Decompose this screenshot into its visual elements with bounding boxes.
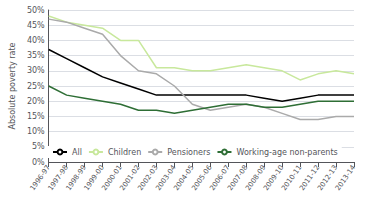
svg-text:2009-10: 2009-10 bbox=[262, 163, 286, 193]
svg-text:30%: 30% bbox=[27, 66, 45, 75]
svg-text:2012-13: 2012-13 bbox=[316, 163, 340, 193]
svg-text:1996-97: 1996-97 bbox=[28, 163, 52, 193]
svg-text:2013-14: 2013-14 bbox=[334, 163, 358, 192]
svg-text:1999-00: 1999-00 bbox=[82, 163, 106, 193]
svg-text:1998-99: 1998-99 bbox=[64, 163, 88, 193]
svg-text:2000-01: 2000-01 bbox=[100, 163, 124, 193]
svg-text:Pensioners: Pensioners bbox=[167, 148, 210, 157]
svg-text:1997-98: 1997-98 bbox=[46, 163, 70, 193]
svg-text:35%: 35% bbox=[27, 51, 45, 60]
svg-text:2010-11: 2010-11 bbox=[280, 163, 304, 193]
svg-text:2004-05: 2004-05 bbox=[172, 163, 196, 193]
svg-text:25%: 25% bbox=[27, 82, 45, 91]
svg-text:2007-08: 2007-08 bbox=[226, 163, 250, 193]
svg-text:50%: 50% bbox=[27, 6, 45, 15]
svg-text:2011-12: 2011-12 bbox=[298, 163, 322, 193]
svg-text:0%: 0% bbox=[32, 158, 45, 167]
svg-text:40%: 40% bbox=[27, 36, 45, 45]
svg-text:All: All bbox=[72, 148, 82, 157]
svg-text:10%: 10% bbox=[27, 127, 45, 136]
svg-text:2005-06: 2005-06 bbox=[190, 163, 214, 193]
svg-text:15%: 15% bbox=[27, 112, 45, 121]
svg-text:2006-07: 2006-07 bbox=[208, 163, 232, 193]
svg-text:Absolute poverty rate: Absolute poverty rate bbox=[8, 42, 17, 129]
svg-text:2008-09: 2008-09 bbox=[244, 163, 268, 193]
svg-text:Children: Children bbox=[108, 148, 141, 157]
svg-text:2003-04: 2003-04 bbox=[154, 163, 178, 193]
svg-text:20%: 20% bbox=[27, 97, 45, 106]
svg-text:5%: 5% bbox=[32, 142, 45, 151]
svg-text:Working-age non-parents: Working-age non-parents bbox=[236, 148, 337, 157]
svg-text:2002-03: 2002-03 bbox=[136, 163, 160, 193]
svg-text:45%: 45% bbox=[27, 21, 45, 30]
svg-text:2001-02: 2001-02 bbox=[118, 163, 142, 193]
